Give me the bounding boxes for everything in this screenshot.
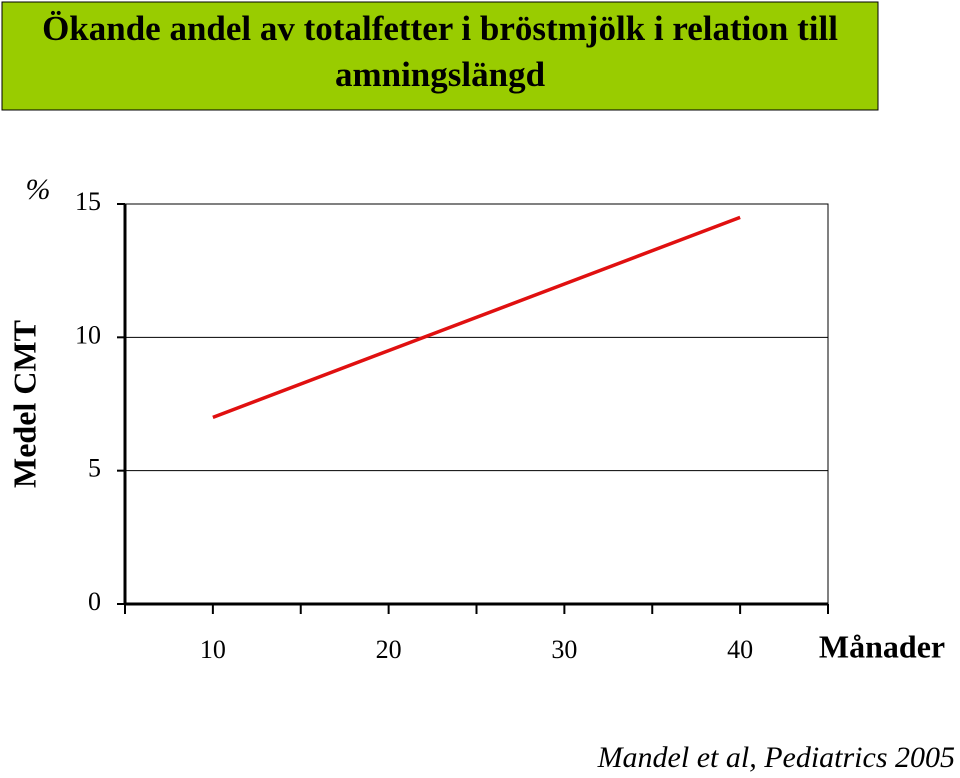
y-unit: % [26, 173, 51, 206]
x-tick-label: 20 [376, 635, 402, 664]
x-tick-label: 40 [727, 635, 753, 664]
x-tick-label: 30 [551, 635, 577, 664]
data-line [212, 215, 741, 419]
y-tick-label: 5 [88, 454, 101, 483]
x-tick-label: 10 [200, 635, 226, 664]
y-tick-label: 0 [88, 587, 101, 616]
y-axis-label: Medel CMT [6, 320, 42, 488]
y-tick-label: 15 [75, 187, 101, 216]
title-wrap: Ökande andel av totalfetter i bröstmjölk… [42, 9, 838, 94]
source: Mandel et al, Pediatrics 2005 [597, 741, 955, 774]
plot-area [124, 203, 829, 605]
y-tick-label: 10 [75, 320, 101, 349]
title-box [1, 1, 879, 111]
x-axis-label: Månader [819, 628, 945, 664]
chart-title: Ökande andel av totalfetter i bröstmjölk… [42, 9, 838, 94]
